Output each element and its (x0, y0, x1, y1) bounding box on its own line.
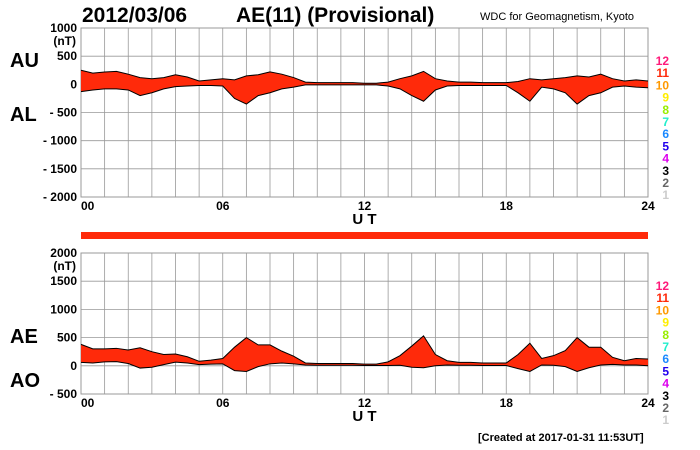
station-legend-item: 10 (656, 78, 670, 92)
station-legend-item: 2 (662, 176, 669, 190)
date-title: 2012/03/06 (82, 4, 188, 27)
station-legend-item: 9 (662, 316, 669, 330)
au-label: AU (10, 50, 39, 72)
y-tick-label: 1500 (50, 274, 77, 288)
y-unit-label: (nT) (53, 259, 76, 273)
station-legend-item: 2 (662, 401, 669, 415)
series-line-ae (80, 335, 649, 365)
x-tick-label: 00 (81, 396, 95, 410)
series-line-ao (80, 361, 649, 372)
y-tick-label: - 500 (50, 387, 78, 401)
x-tick-label: 18 (500, 396, 514, 410)
y-tick-label: 0 (70, 77, 77, 91)
x-tick-label: 06 (216, 199, 230, 213)
x-tick-label: 24 (641, 396, 655, 410)
y-tick-label: 1000 (50, 302, 77, 316)
station-legend-item: 12 (656, 54, 670, 68)
station-legend-item: 3 (662, 164, 669, 178)
source-label: WDC for Geomagnetism, Kyoto (480, 11, 635, 23)
ao-label: AO (10, 370, 40, 392)
station-legend-item: 12 (656, 279, 670, 293)
station-legend-item: 8 (662, 328, 669, 342)
y-unit-label: (nT) (53, 34, 76, 48)
station-legend-item: 9 (662, 91, 669, 105)
plot-panel-0: 1000 500 0 - 500 - 1000 - 1500 - 2000 (nT) 00 06 1… (43, 21, 669, 228)
series-line-al (80, 84, 649, 105)
station-legend-item: 1 (662, 413, 669, 427)
x-tick-label: 12 (358, 396, 372, 410)
y-tick-label: 2000 (50, 246, 77, 260)
station-legend-item: 6 (662, 352, 669, 366)
x-axis-label: U T (352, 211, 376, 228)
x-tick-label: 18 (500, 199, 514, 213)
x-tick-label: 00 (81, 199, 95, 213)
x-tick-label: 12 (358, 199, 372, 213)
x-axis-label: U T (352, 408, 376, 425)
y-tick-label: 500 (57, 331, 77, 345)
y-tick-label: - 500 (50, 106, 78, 120)
y-tick-label: 500 (57, 49, 77, 63)
station-legend-item: 8 (662, 103, 669, 117)
y-tick-label: 0 (70, 359, 77, 373)
index-title: AE(11) (Provisional) (236, 4, 435, 27)
station-legend-item: 1 (662, 188, 669, 202)
y-tick-label: - 2000 (43, 190, 77, 204)
series-line-au (80, 69, 649, 84)
station-legend-item: 5 (662, 364, 669, 378)
station-legend-item: 4 (662, 377, 669, 391)
station-legend-item: 10 (656, 303, 670, 317)
station-legend-item: 3 (662, 389, 669, 403)
y-tick-label: - 1500 (43, 162, 77, 176)
data-area (81, 335, 648, 372)
station-legend-item: 6 (662, 127, 669, 141)
station-legend-item: 11 (656, 66, 669, 80)
x-tick-label: 24 (641, 199, 655, 213)
station-legend-item: 11 (656, 291, 669, 305)
al-label: AL (10, 104, 37, 126)
station-legend-item: 5 (662, 139, 669, 153)
data-coverage-bar (81, 232, 648, 239)
y-tick-label: - 1000 (43, 134, 77, 148)
created-label: [Created at 2017-01-31 11:53UT] (478, 432, 644, 444)
x-tick-label: 06 (216, 396, 230, 410)
y-tick-label: 1000 (50, 21, 77, 35)
ae-label: AE (10, 326, 38, 348)
station-legend-item: 4 (662, 152, 669, 166)
station-legend-item: 7 (662, 115, 669, 129)
station-legend-item: 7 (662, 340, 669, 354)
